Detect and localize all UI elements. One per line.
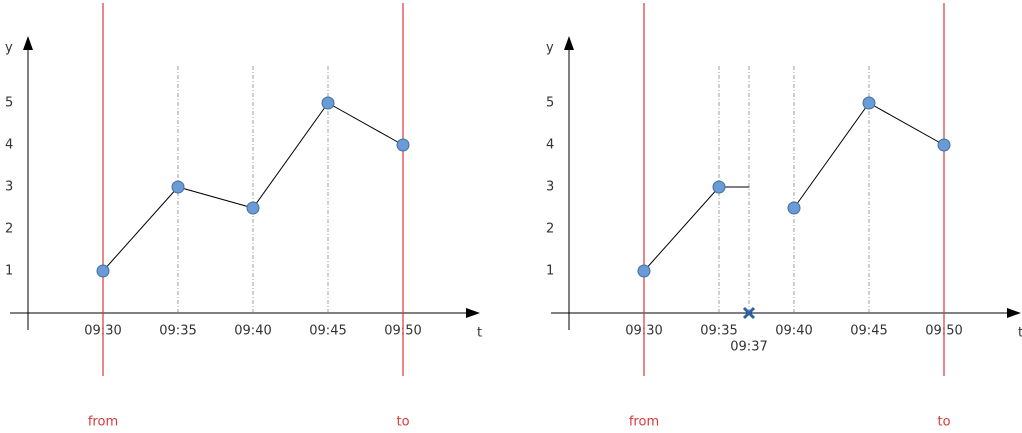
y-tick-label: 3 bbox=[546, 180, 554, 195]
x-tick-label: 09:35 bbox=[159, 324, 196, 339]
x-tick-label: 09:40 bbox=[775, 324, 812, 339]
x-axis-label: t bbox=[1018, 326, 1022, 341]
y-axis-arrow bbox=[564, 36, 574, 50]
y-tick-label: 4 bbox=[546, 138, 554, 153]
data-point bbox=[787, 201, 801, 215]
x-tick-label: 09:37 bbox=[730, 340, 767, 355]
range-label: to bbox=[396, 415, 409, 430]
range-label: to bbox=[937, 415, 950, 430]
x-tick-label: 09:40 bbox=[234, 324, 271, 339]
y-tick-label: 1 bbox=[546, 264, 554, 279]
x-tick-label: 09:45 bbox=[309, 324, 346, 339]
data-point bbox=[246, 201, 260, 215]
x-axis-arrow bbox=[1007, 308, 1021, 318]
data-point bbox=[937, 138, 951, 152]
range-label: from bbox=[629, 415, 659, 430]
missing-marker bbox=[742, 306, 756, 320]
y-tick-label: 2 bbox=[5, 222, 13, 237]
data-point bbox=[712, 180, 726, 194]
data-point bbox=[96, 264, 110, 278]
y-tick-label: 3 bbox=[5, 180, 13, 195]
y-tick-label: 5 bbox=[546, 96, 554, 111]
y-tick-label: 2 bbox=[546, 222, 554, 237]
x-tick-label: 09:35 bbox=[700, 324, 737, 339]
data-point bbox=[637, 264, 651, 278]
x-tick-label: 09:45 bbox=[850, 324, 887, 339]
data-line bbox=[643, 186, 749, 272]
y-axis-arrow bbox=[23, 36, 33, 50]
range-label: from bbox=[88, 415, 118, 430]
y-axis-label: y bbox=[546, 41, 554, 56]
data-point bbox=[171, 180, 185, 194]
x-axis-arrow bbox=[466, 308, 480, 318]
data-point bbox=[396, 138, 410, 152]
line-end bbox=[748, 186, 750, 188]
y-tick-label: 5 bbox=[5, 96, 13, 111]
y-tick-label: 1 bbox=[5, 264, 13, 279]
data-point bbox=[862, 96, 876, 110]
data-point bbox=[321, 96, 335, 110]
x-axis-label: t bbox=[477, 326, 482, 341]
y-axis-label: y bbox=[5, 41, 13, 56]
y-tick-label: 4 bbox=[5, 138, 13, 153]
